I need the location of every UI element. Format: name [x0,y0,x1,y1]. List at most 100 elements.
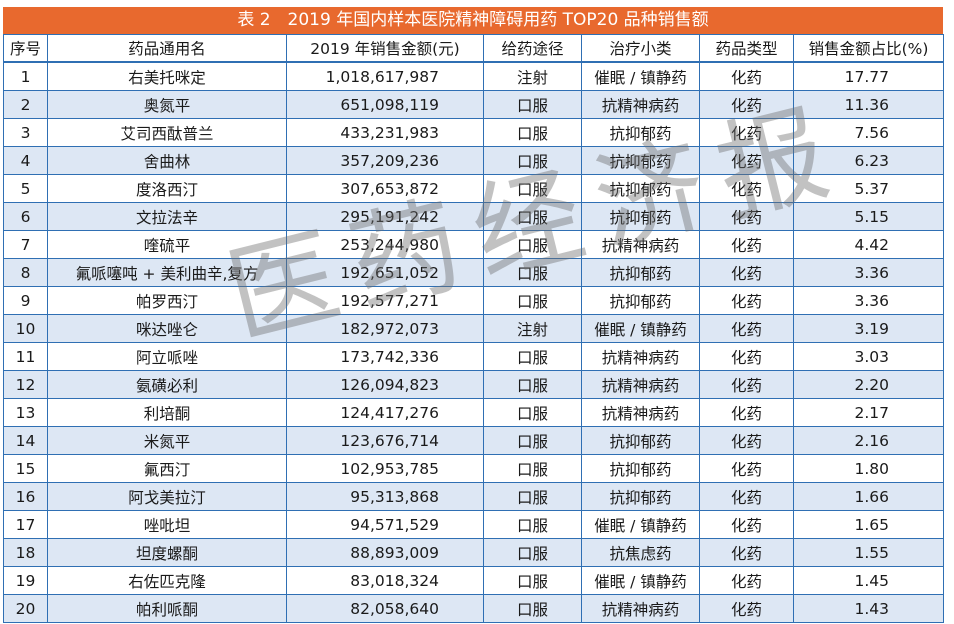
cell-sales-amount: 295,191,242 [286,202,484,231]
cell-rank: 12 [3,370,48,399]
header-row: 序号 药品通用名 2019 年销售金额(元) 给药途径 治疗小类 药品类型 销售… [3,34,944,63]
cell-sales-amount: 433,231,983 [286,118,484,147]
cell-subclass: 抗抑郁药 [581,202,700,231]
cell-drug-type: 化药 [699,258,794,287]
cell-rank: 13 [3,398,48,427]
cell-route: 口服 [483,454,582,483]
cell-subclass: 抗精神病药 [581,370,700,399]
table-row: 9 帕罗西汀 192,577,271 口服 抗抑郁药 化药 3.36 [3,286,944,315]
cell-sales-amount: 123,676,714 [286,426,484,455]
table-title: 表 2 2019 年国内样本医院精神障碍用药 TOP20 品种销售额 [3,7,943,34]
table-row: 1 右美托咪定 1,018,617,987 注射 催眠 / 镇静药 化药 17.77 [3,61,944,91]
cell-rank: 14 [3,426,48,455]
cell-subclass: 抗抑郁药 [581,454,700,483]
cell-subclass: 催眠 / 镇静药 [581,314,700,343]
cell-route: 口服 [483,342,582,371]
cell-drug-name: 阿立哌唑 [47,342,287,371]
cell-route: 注射 [483,314,582,343]
cell-sales-amount: 651,098,119 [286,90,484,119]
table-row: 8 氟哌噻吨 + 美利曲辛,复方 192,651,052 口服 抗抑郁药 化药 3.36 [3,258,944,287]
cell-drug-type: 化药 [699,398,794,427]
cell-sales-amount: 307,653,872 [286,174,484,203]
table-row: 13 利培酮 124,417,276 口服 抗精神病药 化药 2.17 [3,398,944,427]
cell-sales-amount: 192,651,052 [286,258,484,287]
cell-route: 口服 [483,566,582,595]
cell-sales-amount: 88,893,009 [286,538,484,567]
cell-subclass: 催眠 / 镇静药 [581,566,700,595]
cell-sales-amount: 357,209,236 [286,146,484,175]
cell-drug-type: 化药 [699,146,794,175]
cell-sales-amount: 1,018,617,987 [286,61,484,91]
cell-rank: 2 [3,90,48,119]
cell-drug-name: 度洛西汀 [47,174,287,203]
table-body: 1 右美托咪定 1,018,617,987 注射 催眠 / 镇静药 化药 17.77 2 奥氮平… [3,61,944,623]
cell-route: 口服 [483,230,582,259]
cell-drug-name: 唑吡坦 [47,510,287,539]
header-share: 销售金额占比(%) [793,34,944,63]
table-row: 14 米氮平 123,676,714 口服 抗抑郁药 化药 2.16 [3,426,944,455]
table-row: 3 艾司西酞普兰 433,231,983 口服 抗抑郁药 化药 7.56 [3,118,944,147]
cell-route: 口服 [483,510,582,539]
header-subclass: 治疗小类 [581,34,700,63]
cell-sales-amount: 192,577,271 [286,286,484,315]
cell-route: 口服 [483,286,582,315]
cell-drug-type: 化药 [699,426,794,455]
cell-subclass: 抗抑郁药 [581,426,700,455]
cell-route: 口服 [483,398,582,427]
cell-route: 口服 [483,426,582,455]
cell-rank: 7 [3,230,48,259]
cell-rank: 6 [3,202,48,231]
cell-drug-name: 右佐匹克隆 [47,566,287,595]
cell-sales-amount: 124,417,276 [286,398,484,427]
cell-rank: 17 [3,510,48,539]
cell-share: 11.36 [793,90,944,119]
cell-sales-amount: 173,742,336 [286,342,484,371]
cell-subclass: 抗抑郁药 [581,118,700,147]
cell-sales-amount: 82,058,640 [286,594,484,623]
cell-share: 1.65 [793,510,944,539]
cell-share: 2.16 [793,426,944,455]
cell-drug-name: 奥氮平 [47,90,287,119]
header-route: 给药途径 [483,34,582,63]
cell-drug-name: 喹硫平 [47,230,287,259]
cell-rank: 18 [3,538,48,567]
cell-share: 1.66 [793,482,944,511]
table-row: 17 唑吡坦 94,571,529 口服 催眠 / 镇静药 化药 1.65 [3,510,944,539]
cell-share: 6.23 [793,146,944,175]
cell-drug-name: 坦度螺酮 [47,538,287,567]
header-drug-type: 药品类型 [699,34,794,63]
cell-sales-amount: 94,571,529 [286,510,484,539]
cell-rank: 9 [3,286,48,315]
cell-subclass: 抗精神病药 [581,230,700,259]
cell-drug-name: 利培酮 [47,398,287,427]
cell-subclass: 抗焦虑药 [581,538,700,567]
cell-drug-name: 氟哌噻吨 + 美利曲辛,复方 [47,258,287,287]
cell-share: 5.15 [793,202,944,231]
cell-share: 7.56 [793,118,944,147]
cell-drug-name: 帕利哌酮 [47,594,287,623]
cell-rank: 15 [3,454,48,483]
cell-drug-name: 右美托咪定 [47,61,287,91]
cell-route: 口服 [483,370,582,399]
cell-share: 3.19 [793,314,944,343]
cell-route: 口服 [483,202,582,231]
cell-drug-type: 化药 [699,482,794,511]
cell-drug-type: 化药 [699,90,794,119]
cell-rank: 5 [3,174,48,203]
cell-drug-name: 咪达唑仑 [47,314,287,343]
cell-drug-name: 文拉法辛 [47,202,287,231]
cell-drug-type: 化药 [699,538,794,567]
cell-route: 口服 [483,258,582,287]
cell-subclass: 催眠 / 镇静药 [581,510,700,539]
cell-drug-type: 化药 [699,286,794,315]
cell-share: 3.36 [793,286,944,315]
cell-drug-name: 米氮平 [47,426,287,455]
header-drug-name: 药品通用名 [47,34,287,63]
cell-subclass: 抗抑郁药 [581,174,700,203]
cell-drug-name: 阿戈美拉汀 [47,482,287,511]
cell-share: 3.03 [793,342,944,371]
table-row: 10 咪达唑仑 182,972,073 注射 催眠 / 镇静药 化药 3.19 [3,314,944,343]
cell-drug-type: 化药 [699,342,794,371]
cell-drug-type: 化药 [699,314,794,343]
cell-route: 口服 [483,594,582,623]
